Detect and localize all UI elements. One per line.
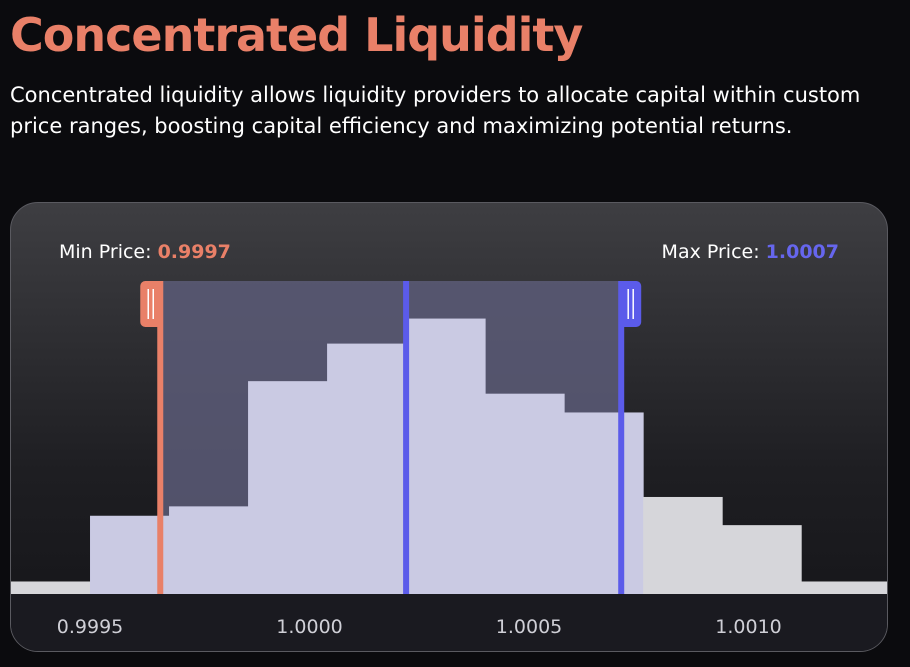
histogram-bar bbox=[248, 381, 328, 594]
histogram-bar bbox=[11, 581, 91, 594]
histogram-bar bbox=[643, 496, 723, 594]
min-price-handle bbox=[140, 281, 163, 327]
x-tick-label: 1.0005 bbox=[495, 616, 563, 638]
histogram-bar bbox=[485, 393, 565, 594]
current-price-line bbox=[403, 281, 410, 594]
x-axis-bar: 0.9995 1.0000 1.0005 1.0010 bbox=[11, 594, 887, 651]
max-price-line bbox=[618, 281, 625, 594]
min-price-display: Min Price: 0.9997 bbox=[59, 241, 231, 263]
histogram-bar bbox=[406, 318, 486, 594]
page-description: Concentrated liquidity allows liquidity … bbox=[10, 83, 861, 138]
histogram-bar bbox=[169, 506, 249, 594]
max-price-value: 1.0007 bbox=[765, 241, 839, 263]
x-tick-label: 1.0000 bbox=[276, 616, 343, 638]
x-tick-label: 0.9995 bbox=[56, 616, 124, 638]
page-title: Concentrated Liquidity bbox=[10, 8, 583, 62]
max-price-label: Max Price: bbox=[661, 241, 760, 263]
liquidity-histogram[interactable] bbox=[11, 203, 888, 652]
histogram-bar bbox=[90, 515, 170, 594]
histogram-bar bbox=[801, 581, 887, 594]
max-price-display: Max Price: 1.0007 bbox=[662, 241, 839, 263]
histogram-bar bbox=[722, 525, 802, 594]
histogram-bar bbox=[564, 412, 644, 594]
liquidity-range-card: Min Price: 0.9997 Max Price: 1.0007 0.99… bbox=[10, 202, 888, 652]
min-price-value: 0.9997 bbox=[157, 241, 231, 263]
x-tick-label: 1.0010 bbox=[715, 616, 782, 638]
min-price-line bbox=[157, 281, 164, 594]
min-price-label: Min Price: bbox=[59, 241, 152, 263]
histogram-bar bbox=[327, 343, 407, 594]
max-price-handle bbox=[619, 281, 642, 327]
